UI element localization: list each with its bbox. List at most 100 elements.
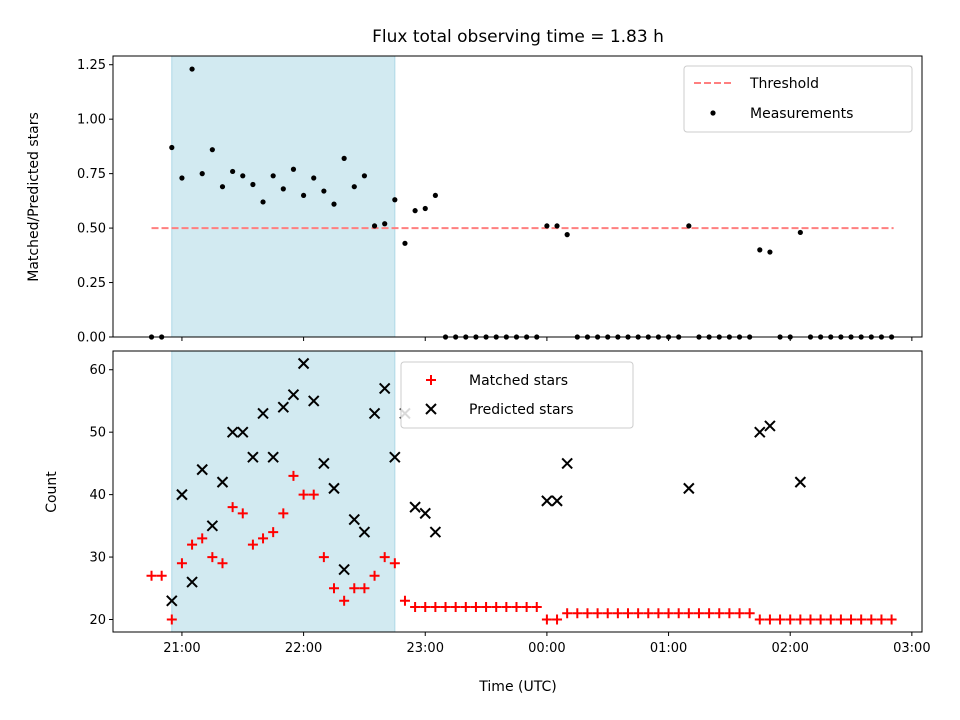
legend-predicted-swatch — [425, 403, 437, 415]
x-tick-label: 23:00 — [407, 641, 444, 656]
matched-star-point — [714, 608, 725, 619]
matched-star-point — [653, 608, 664, 619]
y-tick-label: 0.50 — [77, 222, 106, 237]
matched-star-point — [876, 614, 887, 625]
predicted-star-point — [277, 401, 290, 413]
predicted-star-point — [348, 513, 360, 526]
matched-star-point — [511, 602, 522, 613]
measurement-point — [321, 188, 327, 194]
measurement-point — [371, 223, 378, 229]
matched-star-point — [754, 614, 765, 625]
matched-star-point — [460, 602, 471, 613]
matched-star-point — [298, 489, 309, 500]
x-tick-label: 21:00 — [163, 641, 200, 656]
measurement-point — [392, 197, 398, 203]
x-axis-label: Time (UTC) — [478, 679, 556, 695]
predicted-star-point — [216, 476, 229, 488]
predicted-star-point — [764, 420, 776, 432]
top-ylabel: Matched/Predicted stars — [26, 112, 42, 282]
predicted-star-point — [186, 576, 198, 588]
predicted-star-point — [196, 463, 208, 476]
matched-star-point — [176, 558, 187, 569]
measurement-point — [757, 247, 763, 253]
matched-star-point — [764, 614, 775, 625]
matched-star-point — [329, 583, 340, 594]
matched-star-point — [552, 614, 563, 625]
matched-star-point — [623, 608, 634, 619]
matched-star-point — [501, 602, 512, 613]
matched-star-point — [389, 558, 400, 569]
matched-star-point — [775, 614, 786, 625]
predicted-star-point — [267, 451, 279, 463]
y-tick-label: 40 — [89, 488, 106, 503]
axes-frame — [112, 350, 923, 633]
measurement-point — [280, 186, 286, 192]
measurement-point — [169, 144, 175, 151]
y-tick-label: 1.25 — [77, 58, 106, 73]
matched-star-point — [856, 614, 867, 625]
matched-star-point — [258, 533, 269, 544]
matched-star-point — [521, 602, 532, 613]
predicted-star-point — [328, 482, 340, 495]
predicted-star-point — [358, 526, 371, 538]
matched-star-point — [643, 608, 654, 619]
ratio-panel: 0.00 0.25 0.50 0.75 1.00 1.25 Threshold Measure… — [77, 55, 923, 346]
matched-star-point — [450, 602, 461, 613]
matched-star-point — [612, 608, 623, 619]
x-tick-label: 03:00 — [893, 641, 930, 656]
matched-star-point — [491, 602, 502, 613]
matched-star-point — [846, 614, 857, 625]
matched-star-point — [592, 608, 603, 619]
legend-measurements-swatch — [710, 110, 716, 116]
predicted-star-point — [287, 389, 300, 401]
measurement-point — [300, 192, 307, 199]
x-tick-label: 00:00 — [528, 641, 565, 656]
y-tick-label: 60 — [89, 363, 106, 378]
predicted-star-point — [429, 526, 442, 538]
legend: Threshold Measurements — [683, 65, 913, 133]
legend-box — [683, 65, 913, 133]
measurement-point — [554, 223, 560, 229]
matched-star-point — [278, 508, 289, 519]
count-panel: 20 30 40 50 60 21:00 22:00 23:00 00:00 01:00 02:00… — [89, 350, 931, 656]
matched-star-point — [399, 595, 410, 606]
predicted-star-point — [754, 426, 766, 438]
predicted-star-point — [419, 507, 431, 520]
predicted-star-point — [318, 457, 330, 470]
legend-matched-swatch — [426, 375, 436, 385]
matched-star-point — [410, 602, 421, 613]
measurement-point — [767, 249, 773, 255]
matched-star-point — [247, 539, 258, 550]
measurement-point — [351, 184, 357, 190]
measurement-point — [179, 175, 185, 181]
predicted-star-point — [389, 451, 401, 463]
measurement-point — [341, 155, 347, 161]
matched-star-point — [734, 608, 745, 619]
y-tick-label: 20 — [89, 613, 106, 628]
matched-star-point — [268, 527, 279, 538]
matched-star-point — [744, 608, 755, 619]
measurement-point — [686, 223, 692, 229]
measurement-point — [209, 147, 215, 153]
predicted-star-point — [794, 476, 807, 488]
measurement-point — [432, 192, 438, 199]
predicted-star-point — [308, 395, 320, 407]
measurement-point — [311, 175, 317, 181]
measurement-point — [270, 173, 276, 179]
matched-star-point — [146, 570, 157, 581]
matched-star-point — [227, 502, 238, 513]
measurement-point — [250, 181, 256, 188]
legend-matched-label: Matched stars — [469, 373, 568, 389]
y-tick-label: 30 — [89, 551, 106, 566]
shaded-observing-span — [171, 55, 396, 338]
matched-star-point — [339, 595, 350, 606]
predicted-star-point — [561, 457, 573, 470]
predicted-star-point — [541, 495, 553, 507]
matched-star-point — [562, 608, 573, 619]
x-tick-label: 01:00 — [650, 641, 687, 656]
matched-star-point — [704, 608, 715, 619]
legend-box — [400, 361, 634, 429]
matched-star-point — [470, 602, 481, 613]
x-tick-label: 02:00 — [771, 641, 808, 656]
measurement-point — [564, 232, 570, 238]
